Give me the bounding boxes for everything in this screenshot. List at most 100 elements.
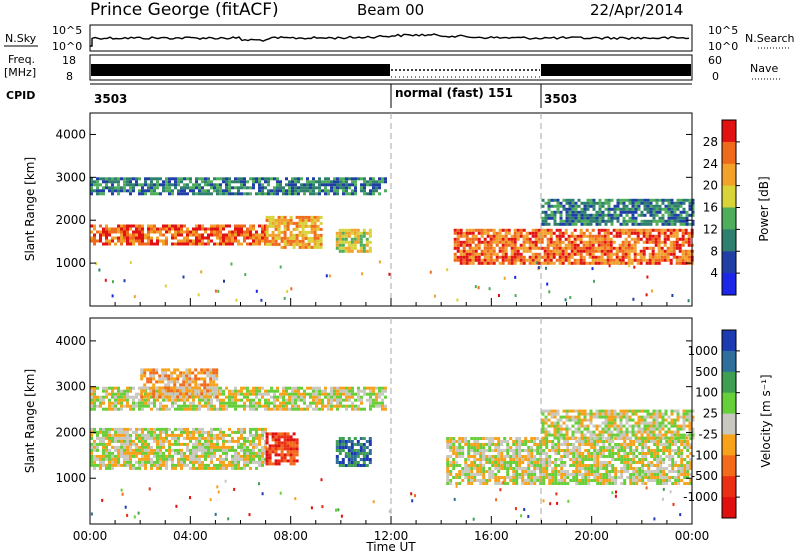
power-cell xyxy=(129,180,132,184)
power-cell xyxy=(153,192,156,196)
velocity-cell xyxy=(446,458,450,461)
velocity-cell xyxy=(344,455,348,458)
velocity-cell xyxy=(362,455,366,458)
power-cell xyxy=(498,261,502,265)
velocity-cell xyxy=(656,479,660,482)
power-cell xyxy=(294,180,297,184)
power-cell xyxy=(453,240,457,244)
velocity-cell xyxy=(560,443,564,446)
velocity-cell xyxy=(258,454,261,458)
velocity-cell xyxy=(219,436,222,440)
velocity-cell xyxy=(198,460,201,464)
velocity-cell xyxy=(93,395,96,399)
velocity-cell xyxy=(225,451,228,455)
power-cell xyxy=(310,245,314,249)
power-cell xyxy=(616,204,620,208)
power-cell xyxy=(633,249,637,253)
velocity-cell xyxy=(455,476,459,479)
velocity-cell xyxy=(541,427,545,431)
velocity-cell xyxy=(219,401,222,405)
velocity-cell xyxy=(164,368,168,372)
power-cell xyxy=(595,219,599,223)
velocity-cell xyxy=(515,464,519,467)
velocity-cell xyxy=(536,479,540,482)
power-cell xyxy=(537,266,540,270)
power-cell xyxy=(625,222,629,226)
velocity-cell xyxy=(545,446,549,449)
power-cell xyxy=(598,222,602,226)
velocity-cell xyxy=(548,464,552,467)
power-cell xyxy=(171,227,174,231)
power-cell xyxy=(265,218,269,222)
velocity-cell xyxy=(141,463,144,467)
velocity-cell xyxy=(473,449,477,452)
power-cell xyxy=(625,207,629,211)
power-cell xyxy=(681,228,685,232)
velocity-cell xyxy=(556,412,560,416)
power-cell xyxy=(550,216,554,220)
power-cell xyxy=(276,189,279,193)
velocity-cell xyxy=(252,401,255,405)
velocity-cell xyxy=(162,404,165,408)
velocity-cell xyxy=(156,398,159,402)
power-cell xyxy=(231,192,234,196)
velocity-cell xyxy=(653,449,657,452)
velocity-cell xyxy=(665,479,669,482)
power-cell xyxy=(465,240,469,244)
velocity-cell xyxy=(114,454,117,458)
velocity-cell xyxy=(354,392,357,396)
velocity-cell xyxy=(452,461,456,464)
power-cell xyxy=(672,231,676,235)
power-cell xyxy=(661,198,665,202)
velocity-cell xyxy=(174,466,177,470)
velocity-cell xyxy=(234,398,237,402)
power-cell xyxy=(347,243,351,247)
velocity-cell xyxy=(96,442,99,446)
velocity-cell xyxy=(252,445,255,449)
power-cell xyxy=(150,224,153,228)
velocity-cell xyxy=(243,430,246,434)
velocity-cell xyxy=(280,435,284,439)
power-cell xyxy=(501,228,505,232)
velocity-cell xyxy=(536,443,540,446)
power-cell xyxy=(237,233,240,237)
power-cell xyxy=(162,224,165,228)
velocity-cell xyxy=(330,386,333,390)
power-cell xyxy=(564,228,568,232)
velocity-cell xyxy=(132,430,135,434)
power-cell xyxy=(565,213,569,217)
velocity-cell xyxy=(566,470,570,473)
power-cell xyxy=(189,233,192,237)
power-cell xyxy=(168,177,171,181)
power-cell xyxy=(225,239,228,243)
power-cell xyxy=(495,234,499,238)
velocity-cell xyxy=(620,446,624,449)
velocity-cell xyxy=(213,395,216,399)
velocity-cell xyxy=(126,457,129,461)
power-cell xyxy=(528,240,532,244)
velocity-cell xyxy=(117,436,120,440)
power-cell xyxy=(639,255,643,259)
velocity-cell xyxy=(476,467,480,470)
power-cell xyxy=(105,227,108,231)
velocity-cell xyxy=(446,467,450,470)
velocity-cell xyxy=(147,436,150,440)
power-cell xyxy=(681,243,685,247)
velocity-cell xyxy=(650,455,654,458)
velocity-cell xyxy=(515,467,519,470)
velocity-cell xyxy=(350,440,354,443)
velocity-cell xyxy=(138,445,141,449)
power-cell xyxy=(528,258,532,262)
power-cell xyxy=(216,227,219,231)
power-cell xyxy=(660,252,664,256)
power-cell xyxy=(240,224,243,228)
velocity-cell xyxy=(265,435,269,439)
velocity-cell xyxy=(336,407,339,411)
velocity-cell xyxy=(189,457,192,461)
power-cell xyxy=(341,243,345,247)
power-cell xyxy=(600,252,604,256)
power-cell xyxy=(237,177,240,181)
velocity-cell xyxy=(240,454,243,458)
power-cell xyxy=(345,192,348,196)
power-cell xyxy=(537,261,541,265)
